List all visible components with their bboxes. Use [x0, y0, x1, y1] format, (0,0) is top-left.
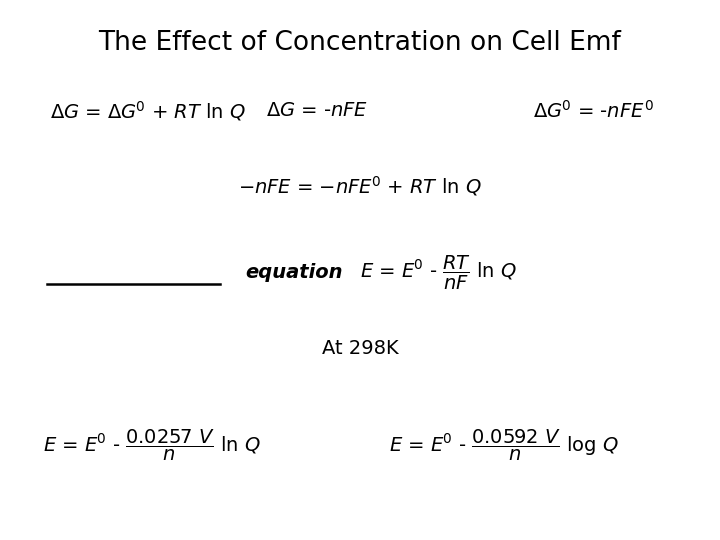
Text: $\it{-nFE}$ = $\it{-nFE}$$^0$ + $\it{RT}$ ln $\it{Q}$: $\it{-nFE}$ = $\it{-nFE}$$^0$ + $\it{RT}… [238, 174, 482, 198]
Text: The Effect of Concentration on Cell Emf: The Effect of Concentration on Cell Emf [99, 30, 621, 56]
Text: $\it{E}$ = $\it{E}$$^0$ - $\dfrac{\it{RT}}{\it{nF}}$ ln $\it{Q}$: $\it{E}$ = $\it{E}$$^0$ - $\dfrac{\it{RT… [360, 254, 517, 292]
Text: $\it{E}$ = $\it{E}$$^0$ - $\dfrac{0.0257\ V}{\it{n}}$ ln $\it{Q}$: $\it{E}$ = $\it{E}$$^0$ - $\dfrac{0.0257… [43, 428, 261, 463]
Text: $\it{E}$ = $\it{E}$$^0$ - $\dfrac{0.0592\ V}{\it{n}}$ log $\it{Q}$: $\it{E}$ = $\it{E}$$^0$ - $\dfrac{0.0592… [389, 428, 618, 463]
Text: At 298K: At 298K [322, 339, 398, 358]
Text: $\it{\Delta}$$\it{G}$$^0$ = -$\it{nFE}$$^{\,0}$: $\it{\Delta}$$\it{G}$$^0$ = -$\it{nFE}$$… [533, 100, 654, 122]
Text: $\it{\Delta}$$\it{G}$ = -$\it{nFE}$: $\it{\Delta}$$\it{G}$ = -$\it{nFE}$ [266, 101, 368, 120]
Text: equation: equation [245, 263, 342, 282]
Text: $\it{\Delta}$$\it{G}$ = $\it{\Delta}$$\it{G}$$^0$ + $\it{RT}$ ln $\it{Q}$: $\it{\Delta}$$\it{G}$ = $\it{\Delta}$$\i… [50, 99, 246, 123]
